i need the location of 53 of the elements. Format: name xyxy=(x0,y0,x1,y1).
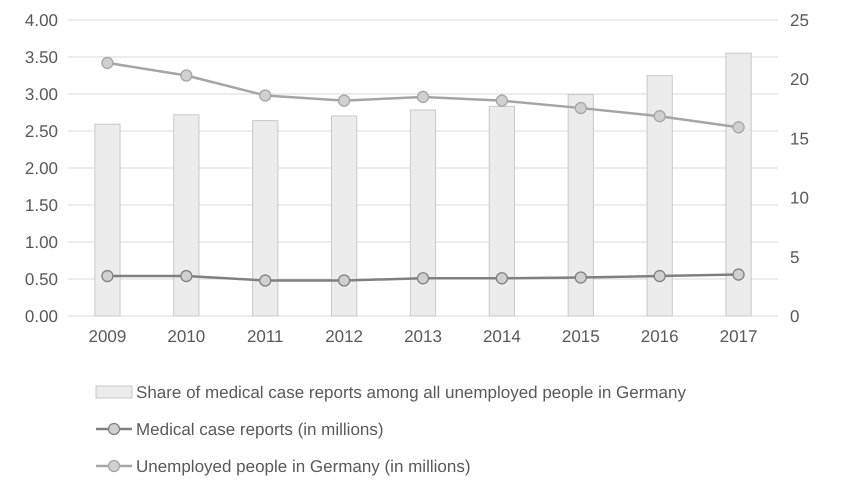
x-tick-label: 2013 xyxy=(404,327,442,346)
point xyxy=(654,270,666,282)
y-tick-label: 2.50 xyxy=(24,122,58,141)
bar xyxy=(330,115,358,316)
point xyxy=(180,270,192,282)
x-tick-label: 2009 xyxy=(88,327,126,346)
y-tick-label: 3.50 xyxy=(24,48,58,67)
x-tick-label: 2017 xyxy=(720,327,758,346)
point xyxy=(259,89,272,102)
x-tick-label: 2011 xyxy=(246,327,284,346)
y2-tick-label: 20 xyxy=(790,70,809,90)
x-tick-label: 2010 xyxy=(167,327,206,346)
bar xyxy=(410,109,436,316)
point xyxy=(496,272,508,284)
y-tick-label: 4.00 xyxy=(24,10,58,30)
point xyxy=(338,274,350,287)
y2-tick-label: 5 xyxy=(790,248,800,267)
point xyxy=(654,110,666,122)
x-tick-label: 2012 xyxy=(325,327,364,346)
bar xyxy=(568,94,594,316)
bar xyxy=(173,114,200,316)
point xyxy=(574,102,587,114)
x-tick-label: 2016 xyxy=(640,327,679,346)
y2-tick-label: 10 xyxy=(790,188,809,208)
y-tick-label: 1.50 xyxy=(24,196,58,215)
legend-label: Medical case reports (in millions) xyxy=(136,420,384,439)
point xyxy=(180,69,192,82)
point xyxy=(416,90,430,104)
bar xyxy=(252,120,278,316)
legend-label: Share of medical case reports among all unemployed people in Germany xyxy=(136,382,686,402)
point xyxy=(732,121,745,134)
y-tick-label: 3.00 xyxy=(24,84,58,104)
y-tick-label: 1.00 xyxy=(24,232,58,252)
y2-tick-label: 15 xyxy=(790,129,809,148)
x-tick-label: 2014 xyxy=(482,327,521,346)
point xyxy=(574,271,587,284)
point xyxy=(101,270,114,282)
bar xyxy=(646,75,673,316)
point xyxy=(101,56,114,70)
point xyxy=(732,268,745,281)
y-tick-label: 0.50 xyxy=(24,270,58,289)
y2-tick-label: 25 xyxy=(790,10,809,30)
point xyxy=(259,274,272,287)
y-tick-label: 0.00 xyxy=(24,306,58,326)
y-tick-label: 2.00 xyxy=(24,158,58,178)
bar xyxy=(94,124,121,316)
point xyxy=(496,94,508,107)
point xyxy=(338,94,350,107)
legend-label: Unemployed people in Germany (in millions) xyxy=(136,456,470,476)
y2-tick-label: 0 xyxy=(790,306,800,326)
bar xyxy=(725,52,752,316)
x-tick-label: 2015 xyxy=(562,327,600,346)
point xyxy=(416,272,430,284)
